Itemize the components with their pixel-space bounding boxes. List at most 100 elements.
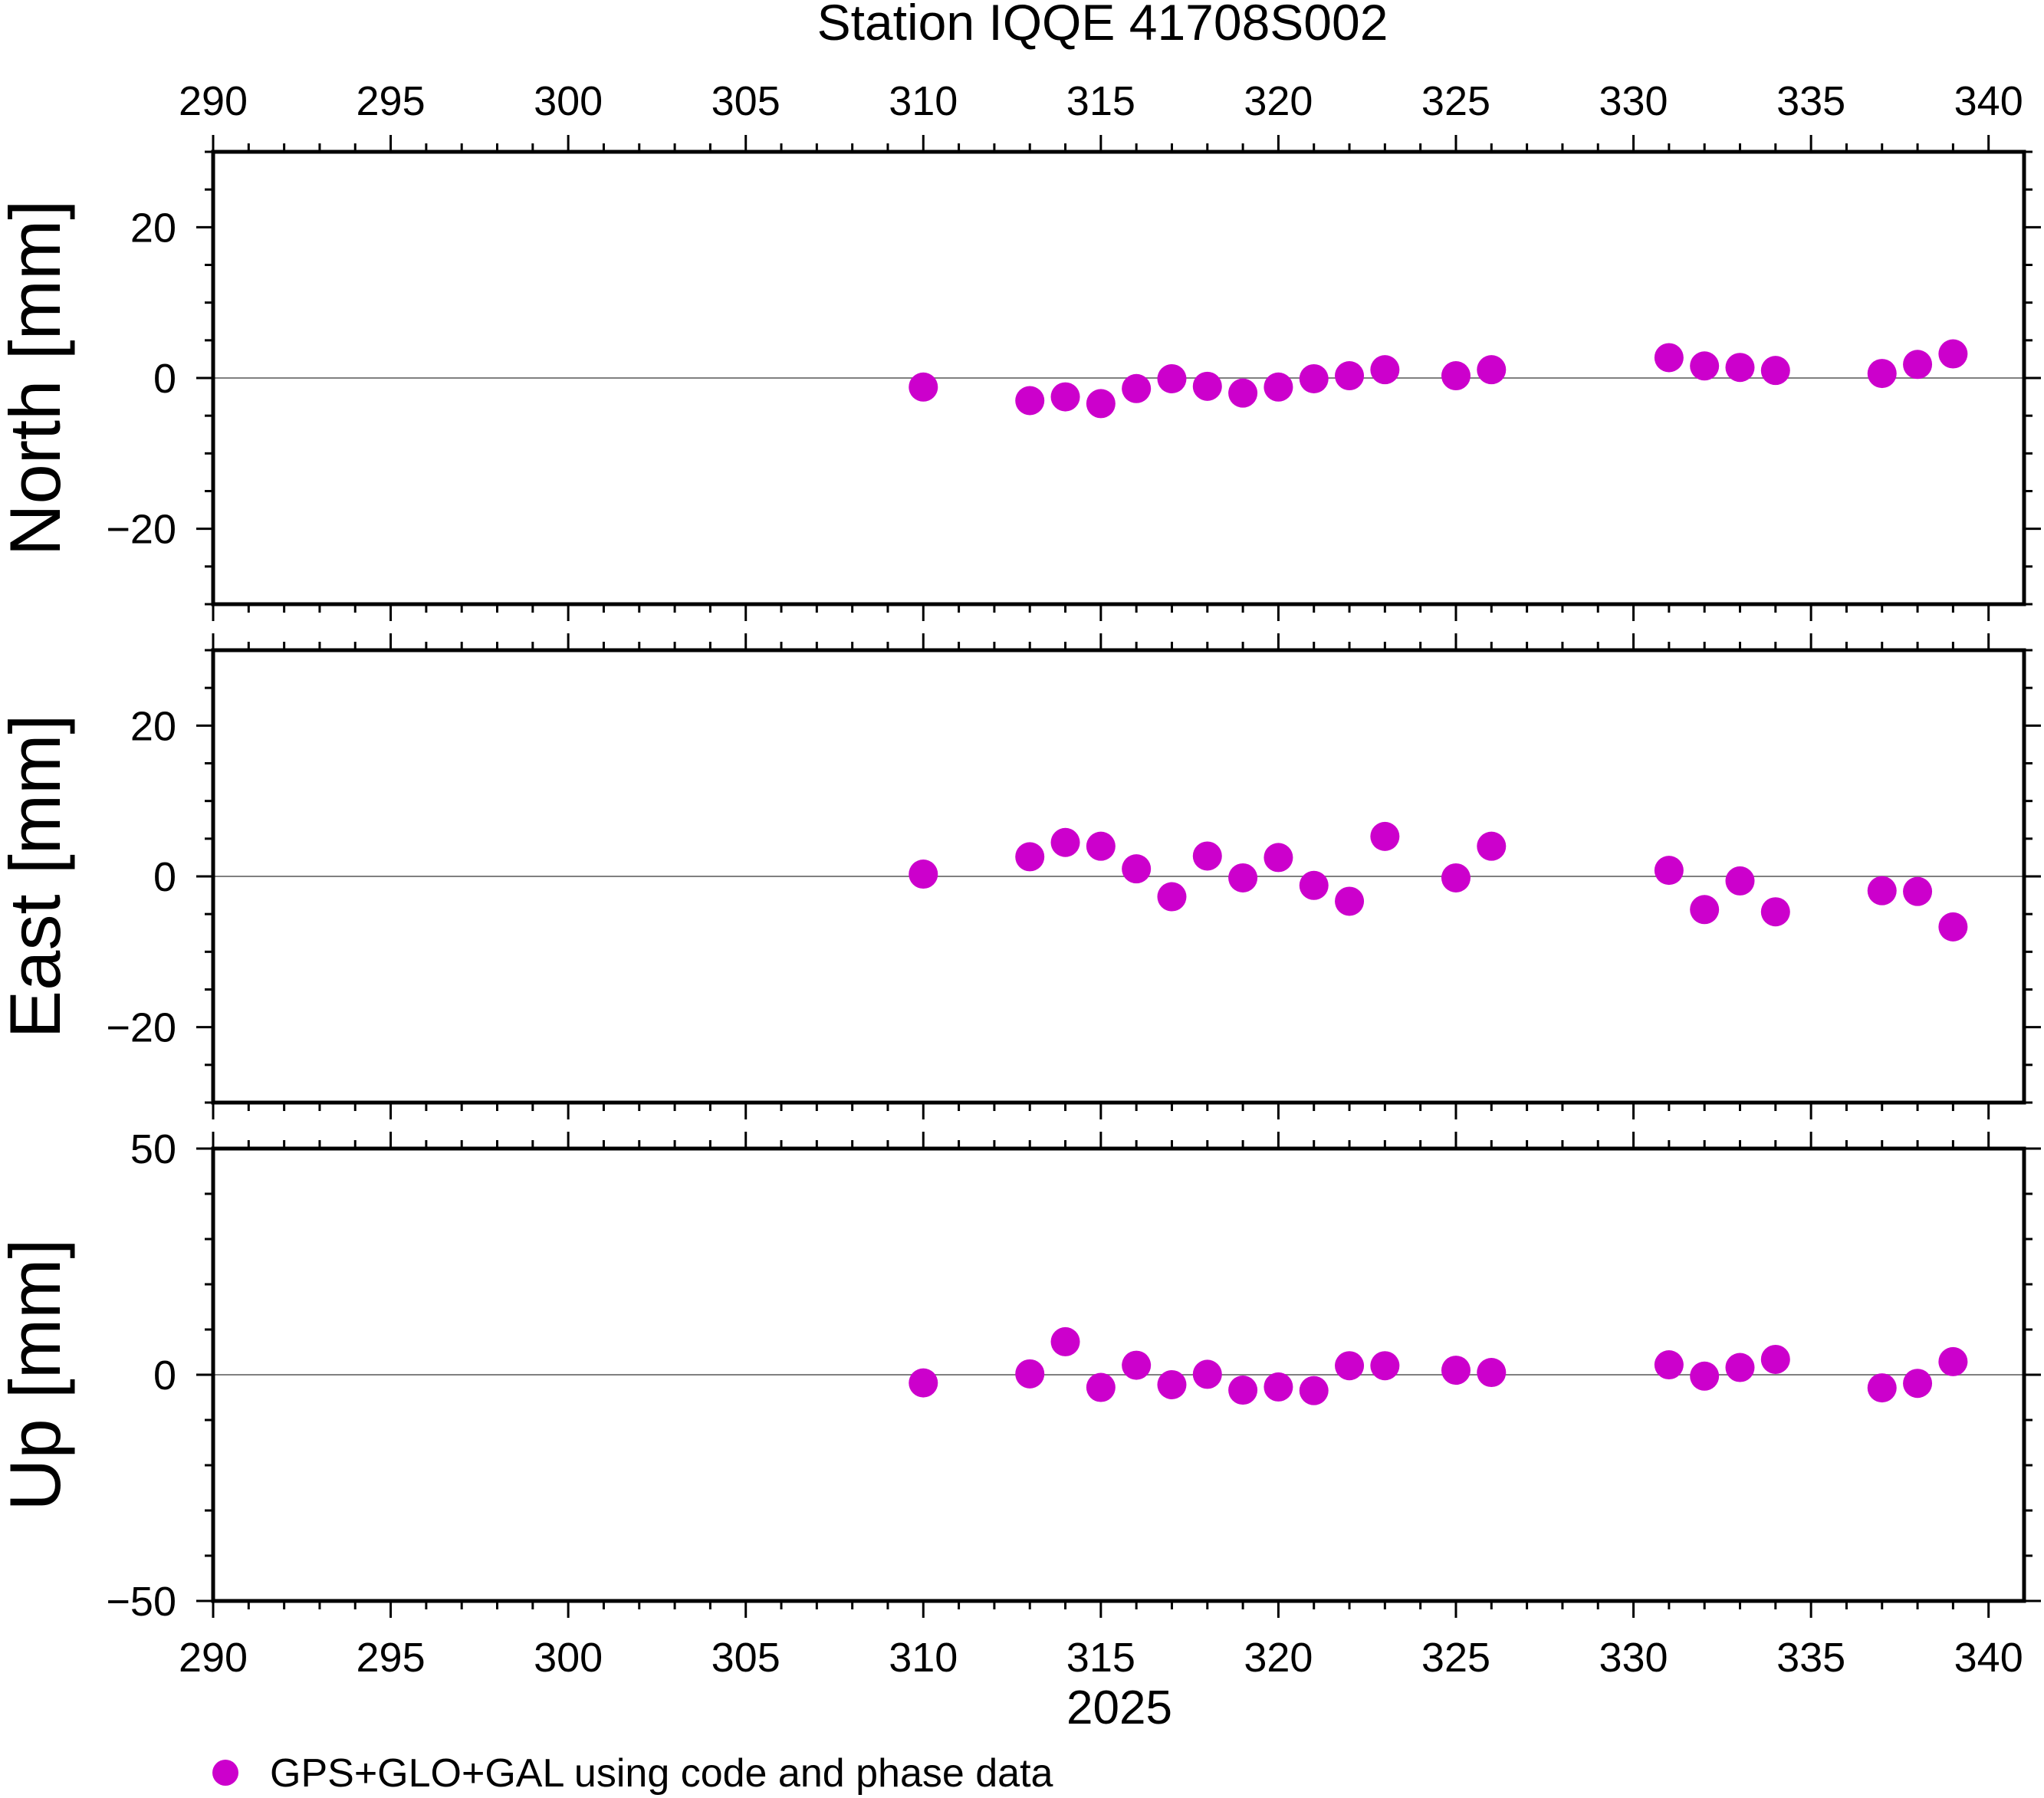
x-tick-label-bottom: 340 xyxy=(1954,1635,2023,1681)
data-point-up xyxy=(1867,1373,1897,1403)
x-tick-label-top: 340 xyxy=(1954,78,2023,124)
data-point-north xyxy=(1192,371,1222,401)
x-tick-label-bottom: 300 xyxy=(534,1635,603,1681)
data-point-east xyxy=(1264,843,1293,873)
x-axis-label: 2025 xyxy=(1066,1681,1172,1734)
data-point-up xyxy=(1903,1369,1933,1399)
data-point-north xyxy=(1690,351,1720,381)
panel-frame-up xyxy=(211,1146,2026,1603)
data-point-east xyxy=(1370,821,1400,851)
x-tick-label-bottom: 315 xyxy=(1066,1635,1135,1681)
data-point-north xyxy=(1760,356,1790,386)
data-point-east xyxy=(1725,866,1755,896)
data-point-north xyxy=(1903,350,1933,380)
data-point-north xyxy=(1299,363,1329,393)
panel-east: −20 0 20 East [mm] xyxy=(0,633,2041,1119)
x-tick-label-top: 335 xyxy=(1776,78,1845,124)
y-tick-label-north: 20 xyxy=(130,205,176,251)
y-tick-label-north: 0 xyxy=(153,356,176,402)
x-tick-label-top: 315 xyxy=(1066,78,1135,124)
x-tick-label-top: 330 xyxy=(1599,78,1668,124)
data-point-north xyxy=(1122,373,1152,403)
x-tick-label-bottom: 325 xyxy=(1421,1635,1490,1681)
x-tick-label-top: 300 xyxy=(534,78,603,124)
x-tick-label-bottom: 330 xyxy=(1599,1635,1668,1681)
x-tick-label-top: 310 xyxy=(889,78,958,124)
legend-label: GPS+GLO+GAL using code and phase data xyxy=(270,1751,1053,1796)
legend-marker-icon xyxy=(212,1760,238,1786)
x-tick-label-bottom: 295 xyxy=(357,1635,426,1681)
y-tick-label-east: 0 xyxy=(153,854,176,900)
data-point-up xyxy=(1938,1346,1968,1376)
data-point-up xyxy=(1192,1359,1222,1389)
legend: GPS+GLO+GAL using code and phase data xyxy=(212,1751,1053,1796)
data-point-up xyxy=(1441,1356,1471,1385)
data-point-east xyxy=(1938,912,1968,942)
data-point-north xyxy=(1264,372,1293,402)
x-tick-label-bottom: 335 xyxy=(1776,1635,1845,1681)
data-point-up xyxy=(1015,1359,1045,1389)
data-point-north xyxy=(1015,386,1045,416)
data-point-east xyxy=(1903,876,1933,906)
data-point-east xyxy=(1157,882,1187,912)
panel-frame-east xyxy=(211,648,2026,1105)
data-point-north xyxy=(1654,343,1684,373)
data-point-north xyxy=(1938,339,1968,369)
x-tick-label-top: 320 xyxy=(1244,78,1313,124)
x-tick-label-bottom: 320 xyxy=(1244,1635,1313,1681)
y-tick-label-up: 0 xyxy=(153,1353,176,1399)
data-point-east xyxy=(1299,870,1329,900)
y-tick-label-east: −20 xyxy=(106,1005,176,1051)
data-point-up xyxy=(1086,1372,1116,1402)
data-point-up xyxy=(1760,1344,1790,1374)
data-point-north xyxy=(1477,355,1507,385)
data-point-north xyxy=(1050,382,1080,412)
data-point-up xyxy=(1122,1350,1152,1380)
x-tick-label-bottom: 305 xyxy=(711,1635,780,1681)
data-point-up xyxy=(1725,1353,1755,1382)
data-point-east xyxy=(1015,842,1045,872)
data-point-up xyxy=(1477,1358,1507,1388)
data-point-north xyxy=(1867,359,1897,389)
data-point-up xyxy=(1299,1376,1329,1405)
data-point-east xyxy=(1228,863,1258,892)
y-tick-label-east: 20 xyxy=(130,703,176,749)
data-point-north xyxy=(1228,378,1258,408)
data-point-north xyxy=(1441,361,1471,391)
data-point-up xyxy=(909,1368,938,1398)
panel-up: −50 0 50 Up [mm] xyxy=(0,1126,2041,1625)
x-tick-label-top: 295 xyxy=(357,78,426,124)
x-tick-label-top: 305 xyxy=(711,78,780,124)
data-point-up xyxy=(1228,1376,1258,1405)
data-point-up xyxy=(1264,1372,1293,1402)
panel-frame-north xyxy=(211,150,2026,606)
data-point-north xyxy=(909,372,938,402)
x-tick-label-top: 325 xyxy=(1421,78,1490,124)
data-point-north xyxy=(1086,389,1116,419)
data-point-east xyxy=(1192,841,1222,871)
y-axis-label-up: Up [mm] xyxy=(0,1238,75,1510)
data-point-east xyxy=(1690,895,1720,925)
data-point-up xyxy=(1157,1369,1187,1399)
y-tick-label-north: −20 xyxy=(106,507,176,553)
data-point-east xyxy=(1867,876,1897,906)
data-point-east xyxy=(1086,831,1116,861)
y-axis-label-north: North [mm] xyxy=(0,200,75,557)
x-tick-label-bottom: 290 xyxy=(179,1635,248,1681)
panels-group: 290 295 300 305 310 315 320 325 330 335 340 290 295 3… xyxy=(0,78,2041,1681)
data-point-east xyxy=(1760,897,1790,927)
data-point-east xyxy=(1654,856,1684,886)
chart-title: Station IQQE 41708S002 xyxy=(817,0,1388,51)
data-point-up xyxy=(1050,1326,1080,1356)
x-tick-label-bottom: 310 xyxy=(889,1635,958,1681)
data-point-north xyxy=(1370,355,1400,385)
y-axis-label-east: East [mm] xyxy=(0,714,75,1038)
data-point-north xyxy=(1335,361,1365,391)
data-point-north xyxy=(1725,353,1755,383)
y-tick-label-up: −50 xyxy=(106,1579,176,1625)
data-point-east xyxy=(1122,854,1152,884)
data-point-up xyxy=(1690,1361,1720,1391)
data-point-up xyxy=(1335,1351,1365,1381)
data-point-east xyxy=(1335,886,1365,916)
